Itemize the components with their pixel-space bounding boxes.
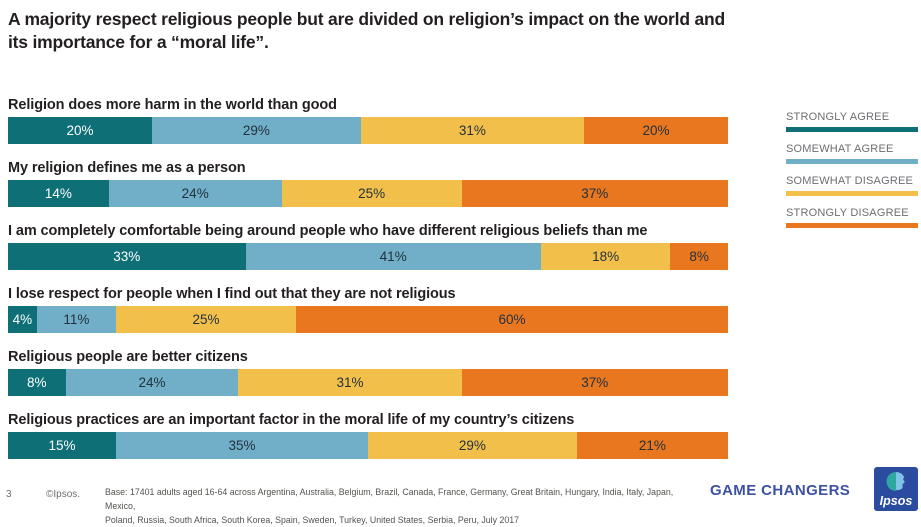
segment-value-label: 18% <box>592 249 620 264</box>
legend-label: SOMEWHAT AGREE <box>786 143 894 155</box>
legend-item: SOMEWHAT AGREE <box>786 143 918 164</box>
base-note-line1: Base: 17401 adults aged 16-64 across Arg… <box>105 487 674 512</box>
segment-value-label: 31% <box>336 375 364 390</box>
copyright-text: ©Ipsos. <box>46 489 81 500</box>
segment-value-label: 24% <box>181 186 209 201</box>
segment-value-label: 41% <box>379 249 407 264</box>
bar-segment: 21% <box>576 432 728 459</box>
segment-value-label: 21% <box>638 438 666 453</box>
segment-value-label: 37% <box>581 186 609 201</box>
segment-value-label: 29% <box>242 123 270 138</box>
stacked-bar: 20% 29% 31% 20% <box>8 117 728 144</box>
stacked-bar-chart: Religion does more harm in the world tha… <box>8 97 728 475</box>
question-label: Religious people are better citizens <box>8 349 248 365</box>
legend: STRONGLY AGREE SOMEWHAT AGREE SOMEWHAT DIS… <box>786 111 918 239</box>
question-label: Religion does more harm in the world tha… <box>8 97 337 113</box>
bar-segment: 14% <box>8 180 109 207</box>
chart-row: I lose respect for people when I find ou… <box>8 286 728 333</box>
chart-row: Religious people are better citizens 8% 24… <box>8 349 728 396</box>
svg-text:Ipsos: Ipsos <box>880 494 913 508</box>
segment-value-label: 37% <box>581 375 609 390</box>
ipsos-logo: Ipsos <box>874 467 918 511</box>
chart-row: Religion does more harm in the world tha… <box>8 97 728 144</box>
page-title-line2: its importance for a “moral life”. <box>8 32 269 53</box>
question-label: My religion defines me as a person <box>8 160 246 176</box>
chart-row: My religion defines me as a person 14% 24%… <box>8 160 728 207</box>
bar-segment: 37% <box>461 369 728 396</box>
segment-value-label: 20% <box>642 123 670 138</box>
legend-swatch <box>786 191 918 196</box>
segment-value-label: 15% <box>48 438 76 453</box>
bar-segment: 60% <box>296 306 728 333</box>
bar-segment: 29% <box>368 432 577 459</box>
chart-row: I am completely comfortable being around… <box>8 223 728 270</box>
bar-segment: 37% <box>461 180 728 207</box>
segment-value-label: 35% <box>228 438 256 453</box>
segment-value-label: 33% <box>113 249 141 264</box>
bar-segment: 24% <box>108 180 282 207</box>
legend-label: STRONGLY AGREE <box>786 111 890 123</box>
stacked-bar: 15% 35% 29% 21% <box>8 432 728 459</box>
question-label: I lose respect for people when I find ou… <box>8 286 456 302</box>
bar-segment: 11% <box>36 306 116 333</box>
legend-label: STRONGLY DISAGREE <box>786 207 909 219</box>
stacked-bar: 4% 11% 25% 60% <box>8 306 728 333</box>
question-label: Religious practices are an important fac… <box>8 412 575 428</box>
bar-segment: 20% <box>584 117 728 144</box>
segment-value-label: 8% <box>689 249 709 264</box>
bar-segment: 31% <box>238 369 462 396</box>
segment-value-label: 20% <box>66 123 94 138</box>
segment-value-label: 25% <box>192 312 220 327</box>
segment-value-label: 8% <box>27 375 47 390</box>
bar-segment: 15% <box>8 432 116 459</box>
base-note: Base: 17401 adults aged 16-64 across Arg… <box>105 485 705 527</box>
bar-segment: 29% <box>152 117 361 144</box>
bar-segment: 18% <box>540 243 671 270</box>
bar-segment: 35% <box>116 432 368 459</box>
legend-label: SOMEWHAT DISAGREE <box>786 175 914 187</box>
question-label: I am completely comfortable being around… <box>8 223 648 239</box>
base-note-line2: Poland, Russia, South Africa, South Kore… <box>105 515 520 526</box>
bar-segment: 24% <box>65 369 239 396</box>
page-title: A majority respect religious people but … <box>8 8 913 54</box>
stacked-bar: 8% 24% 31% 37% <box>8 369 728 396</box>
segment-value-label: 60% <box>498 312 526 327</box>
legend-item: STRONGLY AGREE <box>786 111 918 132</box>
legend-swatch <box>786 127 918 132</box>
page-title-line1: A majority respect religious people but … <box>8 9 725 29</box>
legend-swatch <box>786 159 918 164</box>
segment-value-label: 24% <box>138 375 166 390</box>
bar-segment: 25% <box>281 180 462 207</box>
bar-segment: 25% <box>116 306 296 333</box>
bar-segment: 33% <box>8 243 246 270</box>
stacked-bar: 14% 24% 25% 37% <box>8 180 728 207</box>
bar-segment: 31% <box>360 117 584 144</box>
segment-value-label: 25% <box>358 186 386 201</box>
legend-item: SOMEWHAT DISAGREE <box>786 175 918 196</box>
segment-value-label: 14% <box>44 186 72 201</box>
segment-value-label: 4% <box>12 312 33 327</box>
bar-segment: 8% <box>8 369 66 396</box>
legend-item: STRONGLY DISAGREE <box>786 207 918 228</box>
bar-segment: 41% <box>245 243 541 270</box>
ipsos-logo-icon: Ipsos <box>874 467 918 511</box>
segment-value-label: 31% <box>458 123 486 138</box>
game-changers-wordmark: GAME CHANGERS <box>710 482 851 499</box>
bar-segment: 8% <box>670 243 728 270</box>
stacked-bar: 33% 41% 18% 8% <box>8 243 728 270</box>
bar-segment: 20% <box>8 117 152 144</box>
chart-row: Religious practices are an important fac… <box>8 412 728 459</box>
segment-value-label: 11% <box>63 312 90 327</box>
bar-segment: 4% <box>8 306 37 333</box>
segment-value-label: 29% <box>458 438 486 453</box>
legend-swatch <box>786 223 918 228</box>
page-number: 3 <box>6 489 12 500</box>
